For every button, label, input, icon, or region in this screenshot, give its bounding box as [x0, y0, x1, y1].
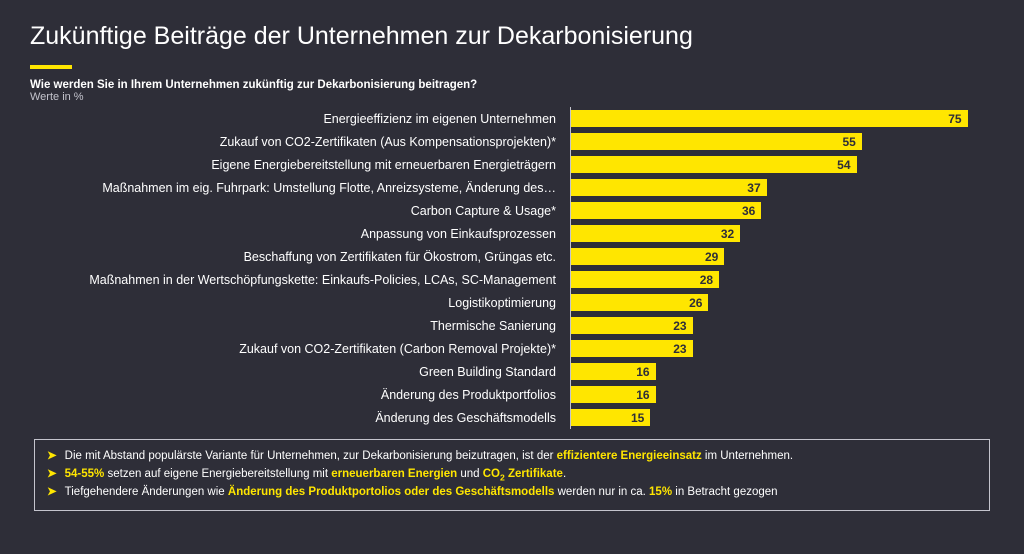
accent-rule	[30, 65, 72, 69]
bar-row: Eigene Energiebereitstellung mit erneuer…	[40, 153, 994, 176]
bar-label: Zukauf von CO2-Zertifikaten (Carbon Remo…	[40, 342, 570, 356]
bar: 75	[571, 110, 968, 127]
note-line: ➤ Tiefgehendere Änderungen wie Änderung …	[47, 484, 977, 502]
bar: 29	[571, 248, 724, 265]
bar-label: Maßnahmen in der Wertschöpfungskette: Ei…	[40, 273, 570, 287]
bar-label: Energieeffizienz im eigenen Unternehmen	[40, 112, 570, 126]
bar-label: Maßnahmen im eig. Fuhrpark: Umstellung F…	[40, 181, 570, 195]
bar: 26	[571, 294, 708, 311]
bar-label: Änderung des Geschäftsmodells	[40, 411, 570, 425]
bar-chart: Energieeffizienz im eigenen Unternehmen 7…	[40, 107, 994, 429]
note-line: ➤ 54-55% setzen auf eigene Energiebereit…	[47, 466, 977, 485]
bar-row: Anpassung von Einkaufsprozessen 32	[40, 222, 994, 245]
bar-label: Änderung des Produktportfolios	[40, 388, 570, 402]
chevron-right-icon: ➤	[47, 448, 57, 466]
bar-row: Maßnahmen im eig. Fuhrpark: Umstellung F…	[40, 176, 994, 199]
bar-value: 23	[673, 342, 686, 356]
bar-row: Logistikoptimierung 26	[40, 291, 994, 314]
bar-label: Thermische Sanierung	[40, 319, 570, 333]
bar-value: 26	[689, 296, 702, 310]
bar-value: 54	[837, 158, 850, 172]
bar: 16	[571, 386, 656, 403]
bar: 23	[571, 317, 693, 334]
bar-label: Green Building Standard	[40, 365, 570, 379]
bar-value: 37	[747, 181, 760, 195]
chevron-right-icon: ➤	[47, 466, 57, 485]
bar-label: Zukauf von CO2-Zertifikaten (Aus Kompens…	[40, 135, 570, 149]
bar-row: Thermische Sanierung 23	[40, 314, 994, 337]
bar: 54	[571, 156, 857, 173]
bar-value: 75	[948, 112, 961, 126]
bar: 15	[571, 409, 650, 426]
bar-label: Carbon Capture & Usage*	[40, 204, 570, 218]
bar-label: Eigene Energiebereitstellung mit erneuer…	[40, 158, 570, 172]
bar-label: Beschaffung von Zertifikaten für Ökostro…	[40, 250, 570, 264]
bar: 32	[571, 225, 740, 242]
bar-row: Carbon Capture & Usage* 36	[40, 199, 994, 222]
bar-row: Zukauf von CO2-Zertifikaten (Carbon Remo…	[40, 337, 994, 360]
bar-value: 15	[631, 411, 644, 425]
bar-row: Green Building Standard 16	[40, 360, 994, 383]
bar-value: 36	[742, 204, 755, 218]
bar-row: Beschaffung von Zertifikaten für Ökostro…	[40, 245, 994, 268]
bar-value: 29	[705, 250, 718, 264]
bar-value: 28	[700, 273, 713, 287]
bar-value: 16	[636, 388, 649, 402]
bar-label: Logistikoptimierung	[40, 296, 570, 310]
bar-value: 23	[673, 319, 686, 333]
note-line: ➤ Die mit Abstand populärste Variante fü…	[47, 448, 977, 466]
bar: 37	[571, 179, 767, 196]
bar-row: Änderung des Produktportfolios 16	[40, 383, 994, 406]
chevron-right-icon: ➤	[47, 484, 57, 502]
bar-value: 32	[721, 227, 734, 241]
bar-row: Änderung des Geschäftsmodells 15	[40, 406, 994, 429]
bar: 28	[571, 271, 719, 288]
bar: 16	[571, 363, 656, 380]
bar-row: Zukauf von CO2-Zertifikaten (Aus Kompens…	[40, 130, 994, 153]
bar-row: Energieeffizienz im eigenen Unternehmen 7…	[40, 107, 994, 130]
bar: 55	[571, 133, 862, 150]
chart-title: Zukünftige Beiträge der Unternehmen zur …	[30, 22, 994, 51]
bar-row: Maßnahmen in der Wertschöpfungskette: Ei…	[40, 268, 994, 291]
bar-label: Anpassung von Einkaufsprozessen	[40, 227, 570, 241]
bar-value: 16	[636, 365, 649, 379]
bar: 23	[571, 340, 693, 357]
notes-box: ➤ Die mit Abstand populärste Variante fü…	[34, 439, 990, 511]
chart-subtitle: Wie werden Sie in Ihrem Unternehmen zukü…	[30, 79, 994, 91]
bar-value: 55	[842, 135, 855, 149]
chart-subcaption: Werte in %	[30, 91, 994, 103]
bar: 36	[571, 202, 761, 219]
